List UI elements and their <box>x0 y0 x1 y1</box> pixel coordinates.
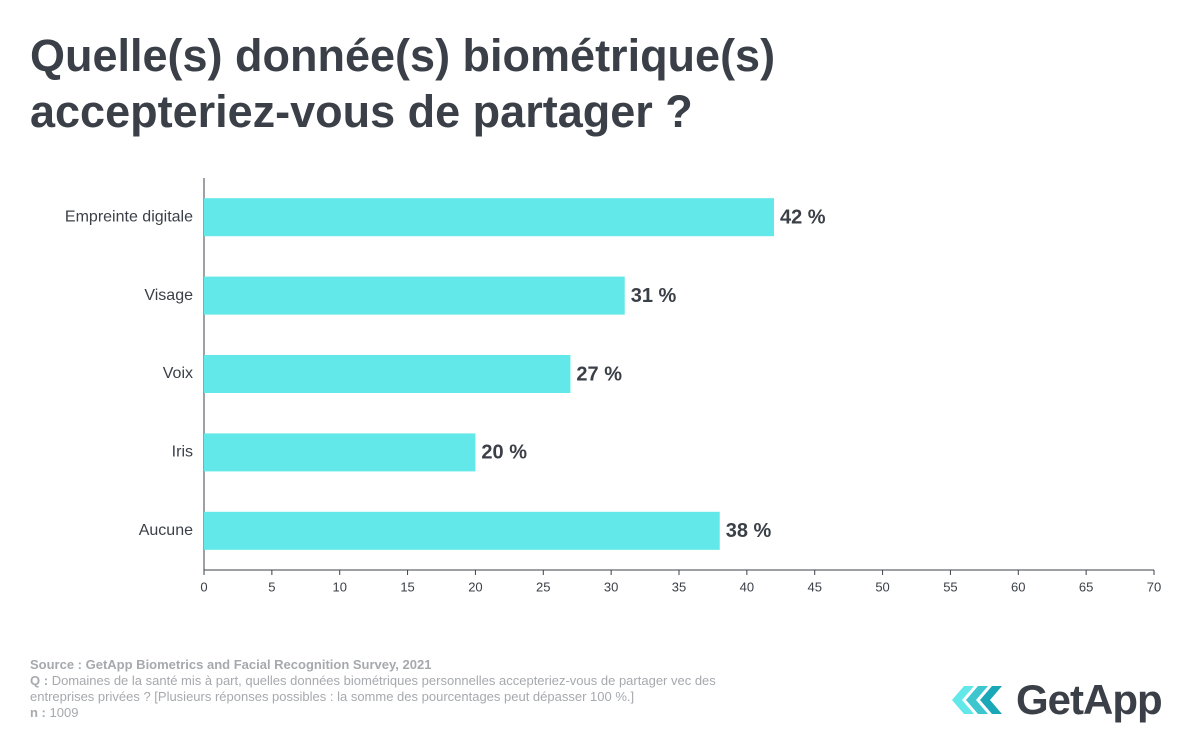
x-tick-label: 45 <box>807 579 821 594</box>
y-tick-label: Iris <box>172 444 193 461</box>
value-label: 42 % <box>780 206 826 228</box>
x-tick-label: 55 <box>943 579 957 594</box>
x-tick-label: 0 <box>200 579 207 594</box>
question-label: Q : <box>30 673 49 688</box>
x-tick-label: 70 <box>1147 579 1161 594</box>
value-label: 20 % <box>481 442 527 464</box>
y-tick-label: Empreinte digitale <box>65 208 193 225</box>
chart-title: Quelle(s) donnée(s) biométrique(s) accep… <box>30 30 776 137</box>
y-tick-label: Aucune <box>139 522 193 539</box>
x-tick-label: 30 <box>604 579 618 594</box>
logo-text: GetApp <box>1016 676 1163 723</box>
source-text: Source : GetApp Biometrics and Facial Re… <box>30 657 432 672</box>
bar <box>204 511 720 550</box>
x-tick-label: 20 <box>468 579 482 594</box>
bar <box>204 276 625 315</box>
y-tick-label: Visage <box>144 287 193 304</box>
x-tick-label: 15 <box>400 579 414 594</box>
footer: Source : GetApp Biometrics and Facial Re… <box>30 657 760 721</box>
x-tick-label: 50 <box>875 579 889 594</box>
logo: GetApp <box>952 676 1163 724</box>
x-tick-label: 65 <box>1079 579 1093 594</box>
bar <box>204 355 571 393</box>
bar <box>204 433 476 472</box>
value-label: 38 % <box>726 520 772 542</box>
x-tick-label: 10 <box>332 579 346 594</box>
sample-size: 1009 <box>49 705 79 720</box>
x-tick-label: 35 <box>672 579 686 594</box>
question-text: Domaines de la santé mis à part, quelles… <box>30 673 716 704</box>
x-tick-label: 25 <box>536 579 550 594</box>
sample: n : 1009 <box>30 705 760 721</box>
sample-label: n : <box>30 705 46 720</box>
bar <box>204 198 774 237</box>
y-tick-label: Voix <box>163 365 193 382</box>
x-tick-label: 60 <box>1011 579 1025 594</box>
question: Q : Domaines de la santé mis à part, que… <box>30 673 760 705</box>
value-label: 31 % <box>631 285 677 307</box>
source: Source : GetApp Biometrics and Facial Re… <box>30 657 760 673</box>
logo-icon <box>952 686 1002 714</box>
value-label: 27 % <box>576 363 622 385</box>
x-tick-label: 5 <box>268 579 275 594</box>
x-tick-label: 40 <box>740 579 754 594</box>
